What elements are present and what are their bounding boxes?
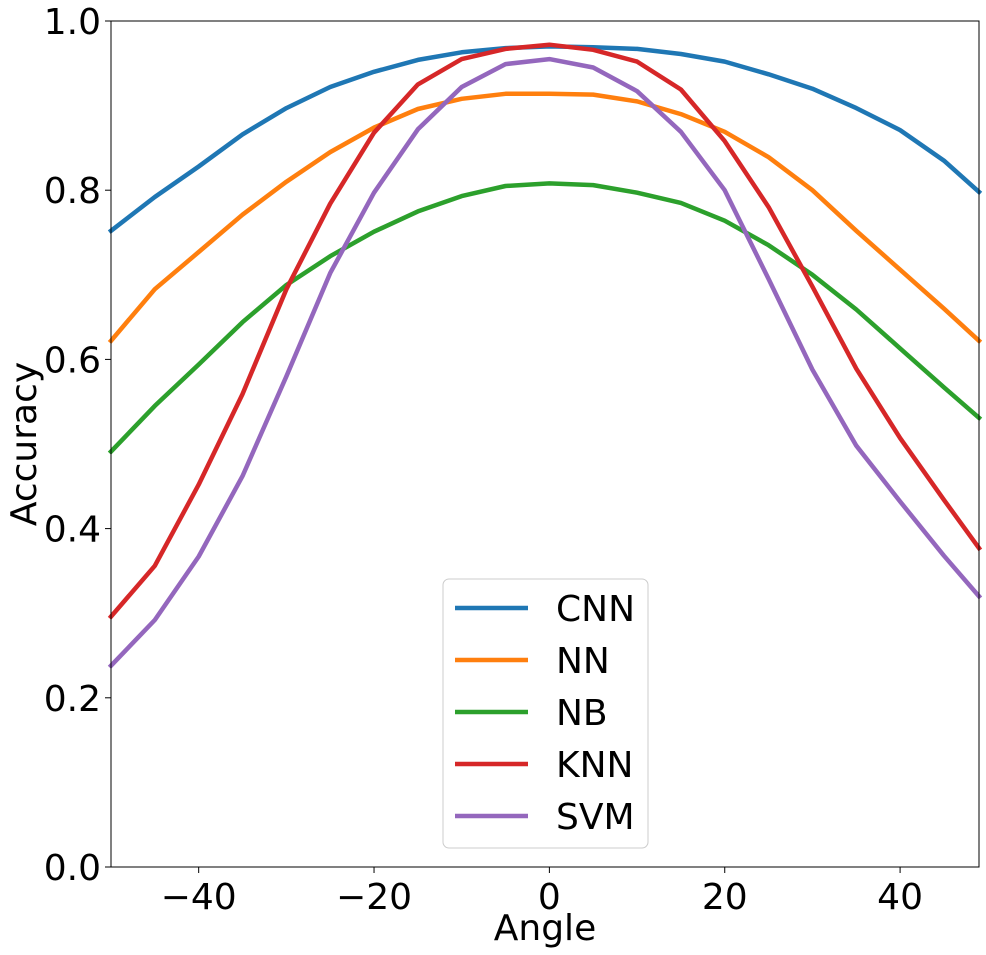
series-line-svm	[107, 56, 983, 669]
series-line-nn	[107, 91, 983, 344]
legend: CNN NN NB KNN SVM	[442, 578, 649, 849]
legend-label-svm: SVM	[556, 797, 635, 838]
legend-label-cnn: CNN	[556, 589, 635, 630]
x-tick-label: −20	[336, 877, 412, 918]
y-tick-label: 0.4	[44, 510, 101, 551]
legend-label-nn: NN	[556, 641, 610, 682]
y-axis-ticks: 0.0 0.2 0.4 0.6 0.8 1.0	[44, 2, 111, 889]
series-line-knn	[107, 42, 983, 620]
y-tick-label: 1.0	[44, 2, 101, 43]
x-tick-label: −40	[161, 877, 237, 918]
x-tick-label: 20	[702, 877, 748, 918]
y-axis-label: Accuracy	[4, 362, 45, 526]
y-tick-label: 0.0	[44, 848, 101, 889]
x-tick-label: 0	[538, 877, 561, 918]
x-axis-ticks: −40 −20 0 20 40	[161, 867, 923, 918]
y-tick-label: 0.6	[44, 340, 101, 381]
y-tick-label: 0.2	[44, 679, 101, 720]
series-layer	[107, 42, 983, 669]
plot-frame	[110, 20, 980, 868]
y-tick-label: 0.8	[44, 171, 101, 212]
x-tick-label: 40	[877, 877, 923, 918]
legend-box	[442, 578, 649, 849]
legend-label-knn: KNN	[556, 745, 633, 786]
x-axis-label: Angle	[494, 908, 596, 949]
series-line-nb	[107, 181, 983, 455]
legend-label-nb: NB	[556, 693, 608, 734]
